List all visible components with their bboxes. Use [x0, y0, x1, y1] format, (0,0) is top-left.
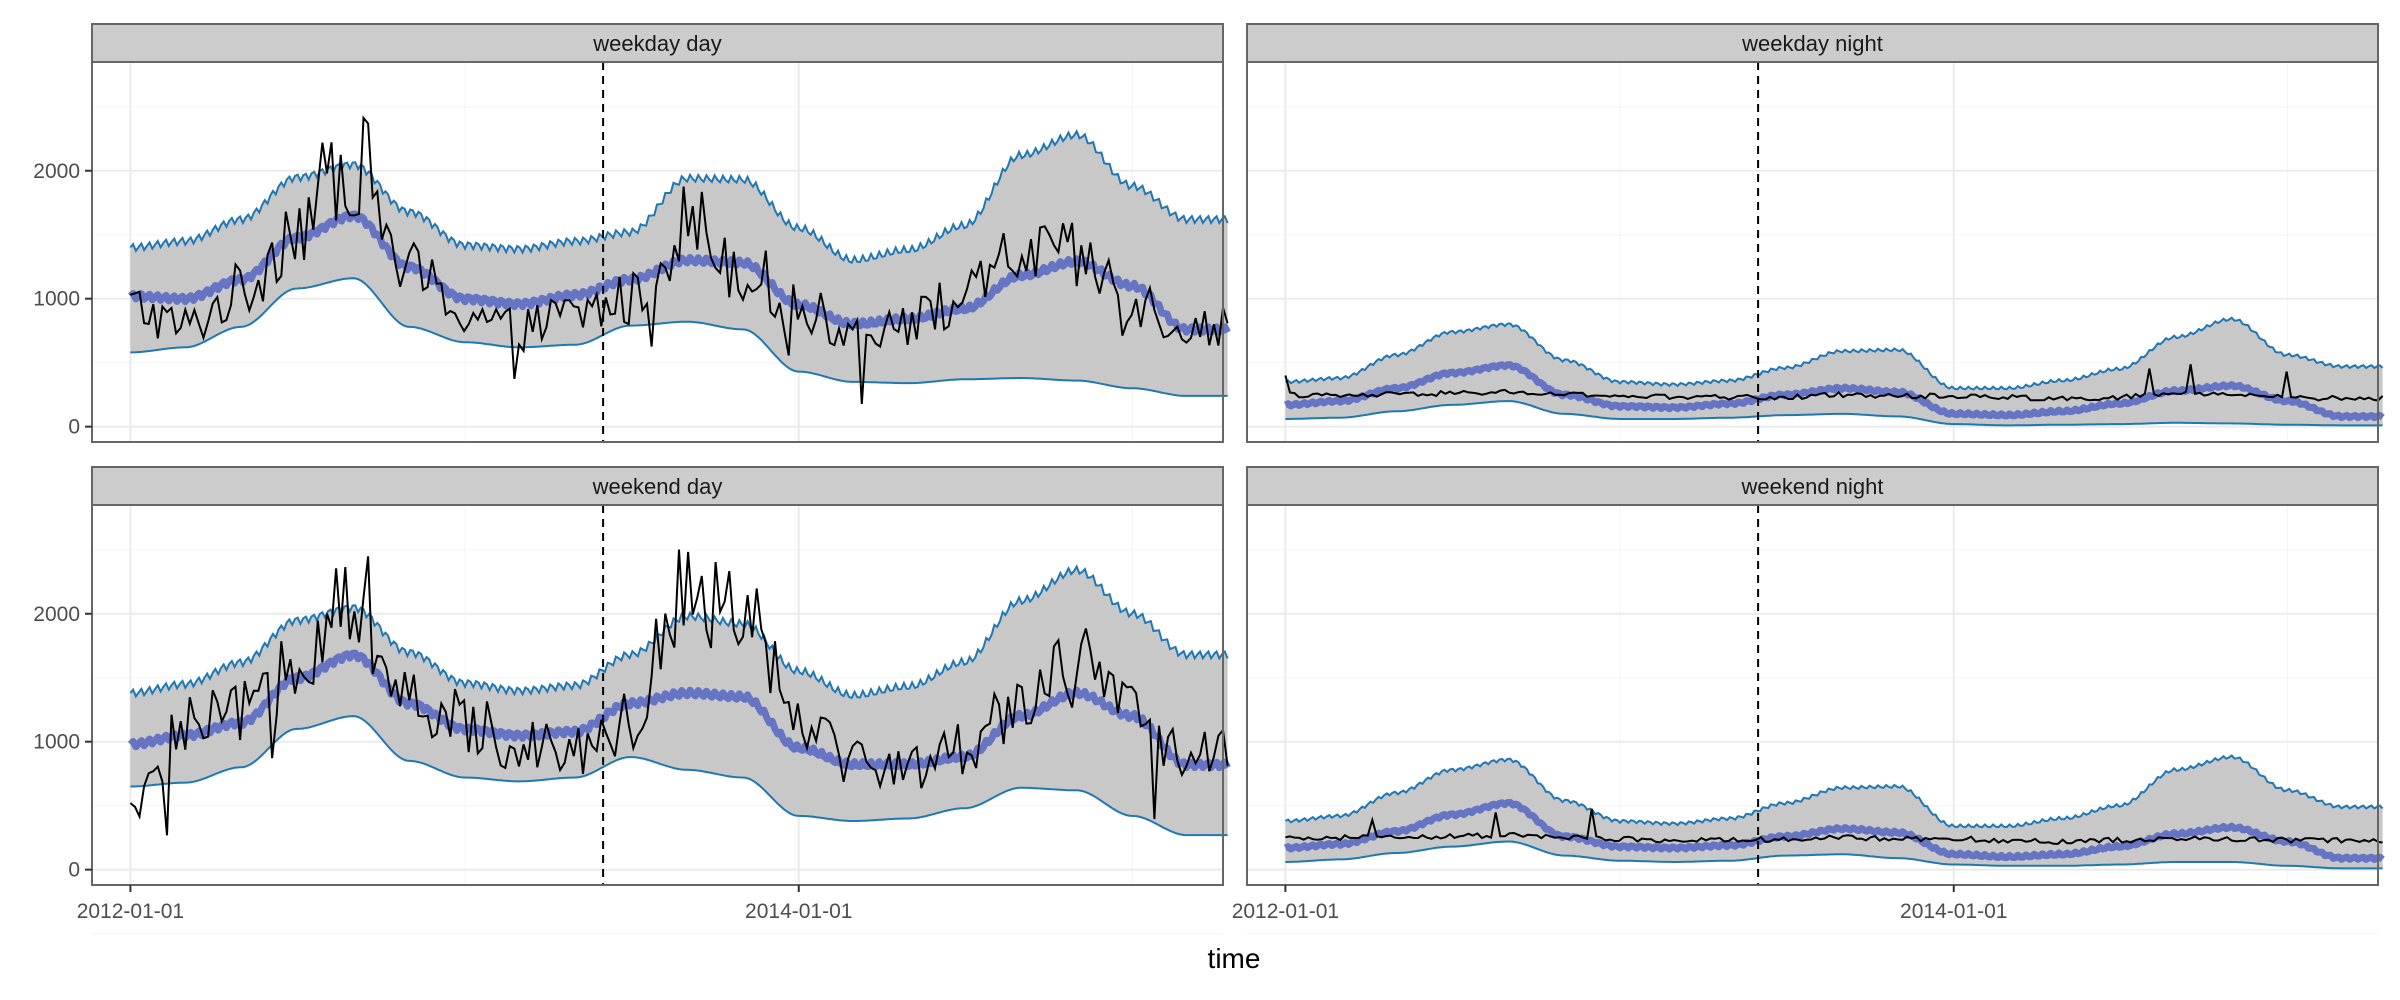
lower-bound-line	[1285, 840, 2383, 870]
x-tick-label: 2012-01-01	[77, 900, 184, 923]
panel-border	[91, 504, 1224, 886]
strip-weekday-day	[91, 23, 1224, 63]
strip-weekday-night	[1246, 23, 2379, 63]
upper-bound-line	[1284, 316, 2384, 391]
observed-line	[130, 115, 1229, 404]
observed-line	[1285, 808, 2383, 845]
trend-line	[1283, 799, 2385, 863]
strip-label-weekend-night: weekend night	[1741, 474, 1884, 499]
lower-bound-line	[130, 277, 1228, 397]
panel-border	[1246, 61, 2379, 443]
panel-weekend-day: weekend day 0 1000 2000 2012-01-01 2014-01-01	[33, 466, 1231, 935]
y-tick-label: 2000	[33, 603, 80, 626]
upper-bound-line	[129, 564, 1229, 700]
lower-bound-line	[1285, 400, 2383, 427]
strip-label-weekday-night: weekday night	[1741, 31, 1883, 56]
y-tick-label: 2000	[33, 160, 80, 183]
strip-label-weekday-day: weekday day	[592, 31, 721, 56]
y-tick-label: 0	[68, 859, 80, 882]
observed-line	[129, 549, 1229, 836]
trend-line	[127, 210, 1231, 336]
strip-label-weekend-day: weekend day	[592, 474, 723, 499]
panel-border	[91, 61, 1224, 443]
lower-bound-line	[130, 715, 1228, 837]
forecast-ribbon	[1285, 755, 2383, 869]
panel-weekday-night: weekday night	[1246, 23, 2385, 492]
trend-line	[1284, 361, 2385, 422]
y-tick-label: 1000	[33, 731, 80, 754]
y-tick-label: 0	[68, 416, 80, 439]
panel-weekday-day: weekday day 0 1000 2000	[33, 23, 1231, 492]
upper-bound-line	[129, 129, 1229, 264]
x-tick-label: 2014-01-01	[745, 900, 852, 923]
forecast-ribbon	[130, 566, 1228, 836]
y-tick-label: 1000	[33, 288, 80, 311]
panel-border	[1246, 504, 2379, 886]
x-tick-label: 2014-01-01	[1900, 900, 2007, 923]
panel-weekend-night: weekend night 2012-01-01 2014-01-01	[1232, 466, 2385, 935]
x-tick-label: 2012-01-01	[1232, 900, 1339, 923]
x-axis-title: time	[1208, 943, 1261, 974]
upper-bound-line	[1284, 754, 2384, 829]
observed-line	[1284, 364, 2384, 402]
